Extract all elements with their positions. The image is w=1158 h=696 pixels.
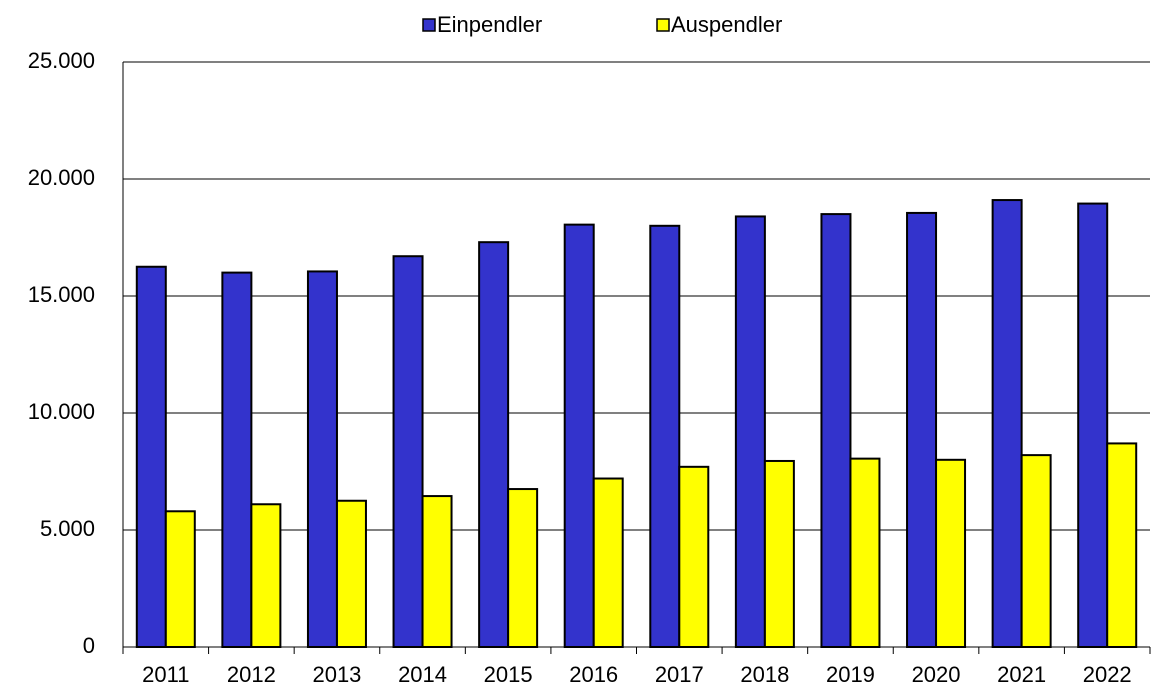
bar — [478, 241, 510, 648]
bar — [164, 510, 196, 648]
legend-label: Auspendler — [671, 12, 782, 37]
x-tick-label: 2014 — [398, 662, 447, 687]
bar — [221, 271, 253, 648]
x-tick-label: 2017 — [655, 662, 704, 687]
y-tick-label: 15.000 — [28, 282, 95, 307]
bar — [421, 495, 453, 648]
x-tick-label: 2011 — [142, 662, 189, 687]
bar — [820, 213, 852, 648]
bar — [135, 265, 167, 648]
bar — [306, 270, 338, 648]
x-tick-label: 2013 — [312, 662, 361, 687]
bar — [507, 488, 539, 648]
x-tick-label: 2021 — [997, 662, 1046, 687]
bar — [935, 458, 967, 648]
bar — [734, 215, 766, 648]
legend-swatch — [656, 18, 670, 32]
bar — [649, 224, 681, 649]
bar — [1020, 454, 1052, 648]
y-tick-label: 20.000 — [28, 165, 95, 190]
bar — [991, 199, 1023, 648]
bar — [392, 255, 424, 648]
bar — [1106, 442, 1138, 649]
y-tick-label: 10.000 — [28, 399, 95, 424]
y-tick-label: 5.000 — [40, 516, 95, 541]
y-tick-label: 25.000 — [28, 48, 95, 73]
bar — [592, 477, 624, 648]
x-tick-label: 2015 — [484, 662, 533, 687]
bar — [563, 223, 595, 648]
x-tick-label: 2016 — [569, 662, 618, 687]
bar — [906, 211, 938, 648]
x-tick-label: 2019 — [826, 662, 875, 687]
bar — [1077, 202, 1109, 648]
x-tick-label: 2012 — [227, 662, 276, 687]
bar — [250, 503, 282, 649]
x-tick-label: 2018 — [740, 662, 789, 687]
legend-swatch — [422, 18, 436, 32]
bar — [849, 457, 881, 648]
bar — [335, 499, 367, 648]
bar — [763, 459, 795, 648]
legend-label: Einpendler — [437, 12, 542, 37]
bar — [678, 465, 710, 648]
x-tick-label: 2020 — [912, 662, 961, 687]
y-tick-label: 0 — [83, 633, 95, 658]
x-tick-label: 2022 — [1083, 662, 1132, 687]
